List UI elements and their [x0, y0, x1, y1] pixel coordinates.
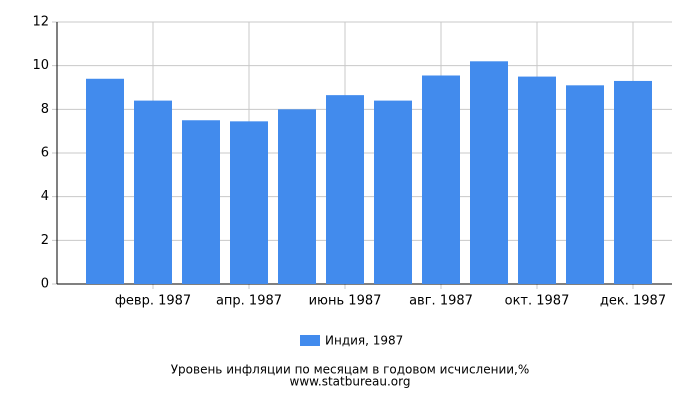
bar [518, 76, 556, 284]
y-tick-label: 4 [41, 189, 49, 204]
bar [566, 85, 604, 284]
bar [182, 120, 220, 284]
y-tick-label: 8 [41, 102, 49, 117]
chart-subtitle: www.statbureau.org [290, 375, 411, 389]
x-tick-label: дек. 1987 [600, 294, 666, 309]
bar [614, 80, 652, 284]
y-tick-label: 12 [32, 15, 49, 30]
bar [374, 100, 412, 284]
y-tick-label: 6 [41, 146, 49, 161]
bar [134, 100, 172, 284]
y-tick-label: 2 [41, 233, 49, 248]
bar [230, 121, 268, 284]
x-tick-label: окт. 1987 [505, 294, 570, 309]
x-tick-label: июнь 1987 [309, 294, 382, 309]
chart-title: Уровень инфляции по месяцам в годовом ис… [171, 363, 530, 377]
bar [326, 95, 364, 285]
legend-label: Индия, 1987 [325, 334, 403, 348]
bar [422, 75, 460, 284]
bar [278, 109, 316, 284]
x-tick-label: авг. 1987 [409, 294, 473, 309]
x-tick-label: февр. 1987 [115, 294, 191, 309]
legend-swatch [300, 335, 320, 346]
bar [86, 78, 124, 285]
y-tick-label: 10 [32, 58, 49, 73]
x-tick-label: апр. 1987 [216, 294, 282, 309]
y-tick-label: 0 [41, 277, 49, 292]
bar [470, 61, 508, 284]
